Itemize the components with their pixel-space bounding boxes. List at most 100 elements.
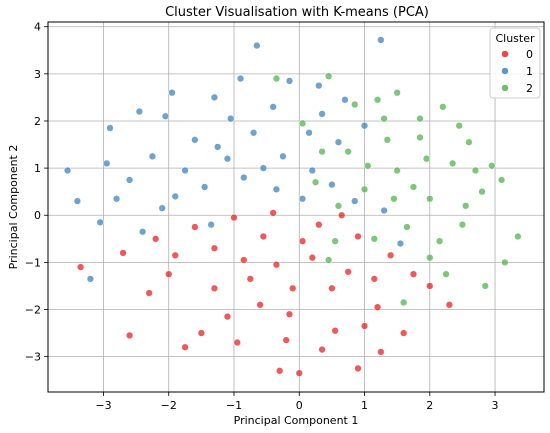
- y-tick-label: −1: [25, 256, 41, 269]
- data-point: [298, 237, 307, 245]
- data-point: [416, 133, 424, 142]
- legend-marker: [501, 84, 509, 92]
- data-point: [328, 180, 336, 189]
- data-point: [269, 209, 277, 217]
- y-tick-label: 3: [34, 68, 41, 81]
- data-point: [380, 114, 388, 123]
- data-point: [360, 185, 369, 193]
- data-point: [390, 195, 398, 203]
- data-point: [393, 89, 401, 97]
- data-point: [119, 249, 127, 257]
- data-point: [240, 256, 248, 264]
- data-point: [471, 166, 480, 175]
- data-point: [514, 232, 522, 241]
- data-point: [145, 289, 153, 297]
- y-axis-label: Principal Component 2: [7, 145, 20, 270]
- data-point: [125, 176, 134, 184]
- data-point: [298, 195, 307, 203]
- y-tick-label: 0: [34, 209, 41, 222]
- y-axis: −3 −2 −1 0 1 2 3 4: [25, 21, 48, 364]
- data-point: [103, 159, 111, 168]
- y-tick-label: −3: [25, 351, 41, 364]
- data-point: [285, 77, 294, 85]
- data-point: [370, 275, 378, 283]
- data-point: [152, 235, 160, 243]
- data-point: [210, 93, 219, 102]
- data-point: [354, 364, 362, 373]
- x-tick-label: −1: [226, 399, 242, 412]
- legend-label: 0: [526, 48, 533, 61]
- data-point: [344, 147, 352, 156]
- data-point: [168, 89, 176, 97]
- data-point: [331, 327, 339, 335]
- data-point: [135, 107, 144, 116]
- data-point: [282, 336, 290, 344]
- data-point: [426, 195, 434, 203]
- grid: [48, 22, 544, 392]
- data-point: [351, 100, 359, 109]
- data-point: [76, 263, 85, 271]
- series-2: [272, 72, 522, 307]
- data-point: [138, 228, 147, 236]
- data-point: [426, 282, 434, 290]
- data-point: [318, 345, 326, 354]
- data-point: [324, 256, 333, 264]
- y-tick-label: 1: [34, 162, 41, 175]
- plot-area-frame: [47, 21, 545, 393]
- data-point: [334, 138, 343, 146]
- data-point: [315, 81, 323, 90]
- data-point: [181, 166, 189, 175]
- data-point: [259, 232, 268, 241]
- series-1: [63, 36, 405, 283]
- data-point: [207, 221, 215, 229]
- chart-title: Cluster Visualisation with K-means (PCA): [165, 5, 429, 20]
- data-point: [259, 164, 268, 172]
- data-point: [86, 275, 95, 283]
- data-point: [439, 103, 447, 111]
- data-point: [73, 197, 82, 205]
- data-point: [223, 312, 232, 321]
- data-point: [246, 275, 254, 283]
- data-point: [272, 261, 281, 269]
- data-point: [416, 114, 424, 123]
- x-tick-label: −2: [161, 399, 177, 412]
- legend-marker: [501, 50, 509, 58]
- data-point: [409, 183, 418, 191]
- y-tick-label: 2: [34, 115, 41, 128]
- data-point: [341, 96, 349, 104]
- data-point: [210, 284, 219, 292]
- data-point: [308, 166, 316, 175]
- data-point: [403, 223, 411, 231]
- data-point: [181, 343, 189, 351]
- data-point: [171, 192, 179, 201]
- data-point: [426, 254, 434, 262]
- data-point: [125, 331, 134, 340]
- data-point: [295, 369, 303, 377]
- data-point: [445, 301, 454, 309]
- legend-title: Cluster: [495, 32, 535, 45]
- data-point: [227, 114, 235, 123]
- data-point: [272, 74, 281, 83]
- data-point: [481, 282, 489, 290]
- data-point: [370, 235, 378, 243]
- x-tick-label: −3: [95, 399, 111, 412]
- data-point: [165, 270, 173, 278]
- data-point: [328, 284, 336, 292]
- data-point: [334, 202, 343, 210]
- data-point: [338, 211, 346, 219]
- data-point: [210, 244, 219, 252]
- data-point: [465, 138, 473, 146]
- data-point: [240, 173, 248, 182]
- data-point: [158, 204, 166, 212]
- data-point: [233, 338, 241, 347]
- data-point: [351, 197, 359, 205]
- data-point: [462, 202, 470, 210]
- data-point: [236, 74, 245, 83]
- legend-label: 1: [526, 65, 533, 78]
- data-point: [318, 110, 326, 118]
- data-point: [269, 103, 277, 111]
- data-point: [191, 223, 199, 231]
- x-tick-label: 1: [361, 399, 368, 412]
- data-point: [223, 155, 232, 163]
